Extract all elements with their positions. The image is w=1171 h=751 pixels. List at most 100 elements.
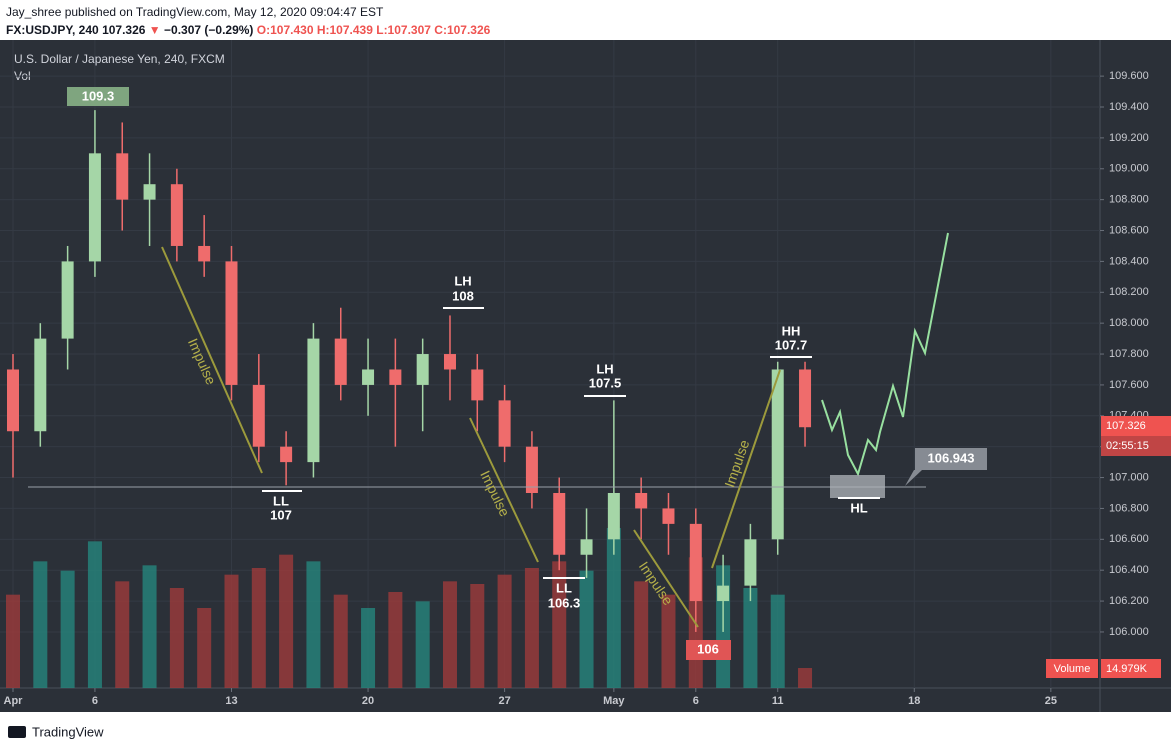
publisher: Jay_shree published on TradingView.com, … [6,5,384,19]
volume-bar [497,574,512,688]
candle-body [252,384,265,447]
y-tick-label: 109.200 [1109,132,1149,144]
candle-body [607,492,620,540]
volume-bar [388,592,403,688]
hl-zone [830,475,885,498]
candle-body [334,338,347,385]
logo [8,726,26,738]
ohlc: O:107.430 [257,23,314,37]
volume-bar [33,561,48,688]
candle-body [744,539,757,586]
volume-tag-label: Volume [1054,663,1091,675]
y-tick-label: 106.600 [1109,533,1149,545]
candle-body [225,261,238,385]
price-tag-label: 107.326 [1106,420,1146,432]
y-tick-label: 107.000 [1109,471,1149,483]
volume-value: 14.979K [1106,663,1148,675]
volume-bar [579,570,594,688]
y-tick-label: 107.600 [1109,379,1149,391]
swing-label: LH [596,361,613,376]
volume-bar [169,588,184,688]
candle-body [443,354,456,370]
swing-label: LL [273,493,289,508]
volume-bar [251,568,266,688]
y-tick-label: 106.000 [1109,626,1149,638]
swing-value: 106.3 [548,595,581,610]
y-tick-label: 106.800 [1109,502,1149,514]
volume-bar [415,601,430,688]
trendline [711,369,781,569]
candle-body [34,338,47,432]
candle-body [143,184,156,200]
candle-body [362,369,375,385]
candle-body [580,539,593,555]
y-tick-label: 108.400 [1109,255,1149,267]
swing-label: LL [556,580,572,595]
candle-body [280,446,293,463]
y-tick-label: 109.600 [1109,70,1149,82]
arrow: ▼ [149,23,161,37]
volume-bar [60,570,75,688]
candle-body [498,400,511,447]
volume-bar [333,594,348,688]
volume-bar [770,594,785,688]
candle-body [116,153,129,200]
swing-value: 107 [270,507,292,522]
swing-value: 108 [452,288,474,303]
y-tick-label: 106.200 [1109,595,1149,607]
candle-body [635,492,648,509]
y-tick-label: 108.200 [1109,286,1149,298]
marks: 106.000 106.200 106.400 106.600 106.800 107.0… [0,40,1149,707]
volume-bar [6,594,21,688]
swing-value: 107.7 [775,337,808,352]
volume-bar [142,565,157,688]
countdown-tag [1101,436,1171,456]
volume-bar [634,581,649,688]
y-tick-label: 108.800 [1109,194,1149,206]
x-tick-label: 20 [362,695,374,707]
volume-bar [115,581,130,688]
candle-body [7,369,20,432]
x-tick-label: 11 [772,695,784,707]
candle-body [389,369,402,385]
price-tag [1101,416,1171,436]
peak-label: 109.3 [82,88,115,103]
swing-label: HL [850,500,867,515]
candle-body [717,585,730,602]
x-tick-label: 18 [908,695,920,707]
candle-body [525,446,538,493]
volume-bar [661,594,676,688]
x-tick-label: Apr [4,695,24,707]
candle-body [662,508,675,524]
x-tick-label: 6 [92,695,98,707]
symbol: FX:USDJPY, 240 [6,23,99,37]
volume-value-tag [1101,659,1161,678]
candle-body [307,338,320,463]
volume-tag [1046,659,1098,678]
trough-label: 106 [697,641,719,656]
callout-label: 106.943 [928,450,975,465]
volume-bar [606,528,621,688]
volume-bar [224,574,239,688]
y-tick-label: 109.400 [1109,101,1149,113]
volume-bar [552,561,567,688]
candle-body [88,153,101,262]
volume-bar [361,608,376,688]
volume-bar [279,554,294,688]
volume-bar [306,561,321,688]
candle-body [471,369,484,401]
trendline [469,417,539,563]
countdown: 02:55:15 [1106,440,1149,452]
ohlc: H:107.439 [317,23,373,37]
candle-body [799,369,812,428]
candle-body [553,492,566,555]
volume-bar [87,541,102,688]
candle-body [689,523,702,602]
chart-title: U.S. Dollar / Japanese Yen, 240, FXCM [14,52,225,66]
x-tick-label: May [603,695,625,707]
trendline [633,529,699,628]
callout [905,448,987,486]
candle-body [61,261,74,339]
